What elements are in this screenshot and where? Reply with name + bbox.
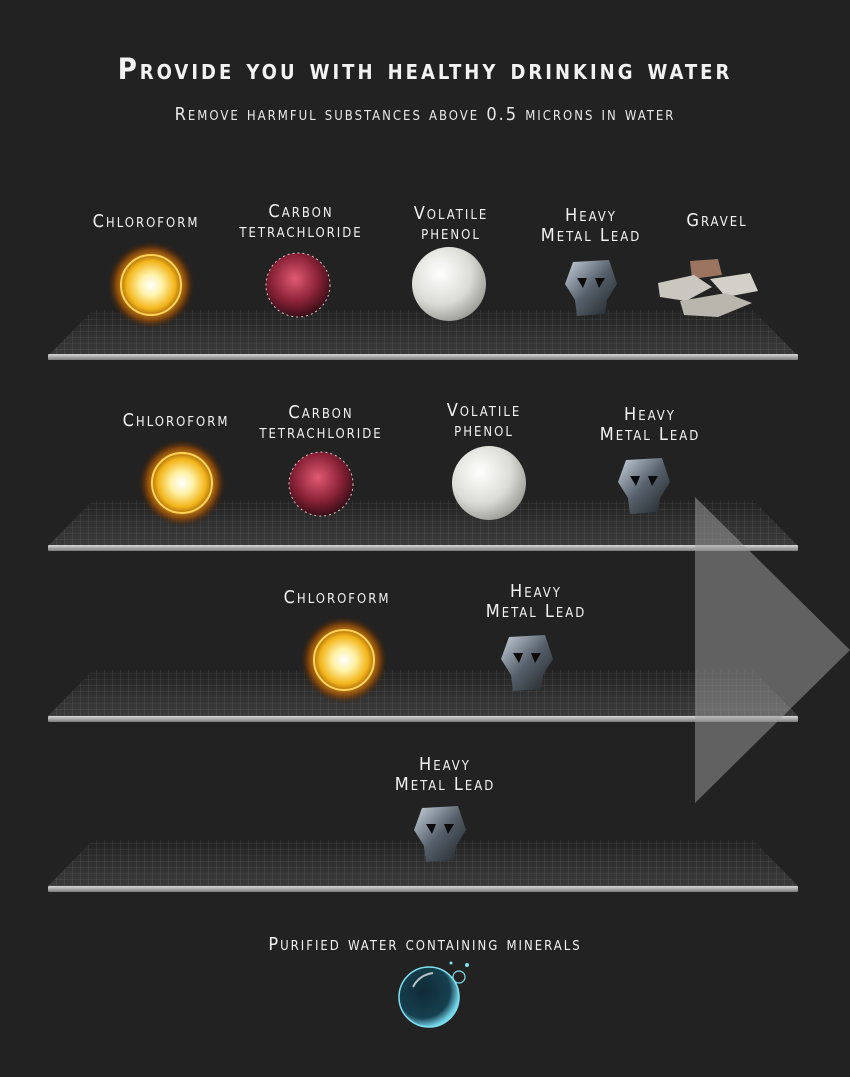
flow-arrow-icon [695, 497, 850, 803]
label-heavy-metal-lead: Heavy Metal Lead [599, 404, 701, 445]
water-bubble-icon [398, 961, 469, 1028]
label-volatile-phenol: Volatile phenol [413, 203, 489, 244]
chloroform-glow-icon [300, 616, 388, 704]
heavy-metal-lead-icon [414, 806, 466, 862]
chloroform-glow-icon [138, 439, 226, 527]
heavy-metal-lead-icon [618, 458, 670, 514]
label-heavy-metal-lead: Heavy Metal Lead [540, 205, 642, 246]
page-subtitle: Remove harmful substances above 0.5 micr… [174, 104, 676, 125]
gravel-icon [658, 259, 758, 317]
label-heavy-metal-lead: Heavy Metal Lead [394, 754, 496, 795]
carbon-tetrachloride-icon [288, 451, 354, 517]
chloroform-glow-icon [107, 241, 195, 329]
label-heavy-metal-lead: Heavy Metal Lead [485, 581, 587, 622]
page-title: Provide you with healthy drinking water [117, 52, 733, 86]
filter-edge-4 [48, 886, 798, 892]
filter-layer-4 [48, 840, 798, 886]
filter-edge-2 [48, 545, 798, 551]
label-carbon-tetrachloride: Carbon tetrachloride [259, 402, 383, 443]
filter-edge-1 [48, 354, 798, 360]
filter-layer-3 [48, 670, 798, 716]
label-carbon-tetrachloride: Carbon tetrachloride [239, 201, 363, 242]
carbon-tetrachloride-icon [265, 252, 331, 318]
heavy-metal-lead-icon [565, 260, 617, 316]
volatile-phenol-icon [452, 446, 526, 520]
label-chloroform: Chloroform [122, 410, 230, 431]
label-volatile-phenol: Volatile phenol [446, 400, 522, 441]
heavy-metal-lead-icon [501, 635, 553, 691]
volatile-phenol-icon [412, 247, 486, 321]
label-chloroform: Chloroform [283, 587, 391, 608]
purified-water-label: Purified water containing minerals [268, 934, 582, 955]
label-gravel: Gravel [686, 210, 748, 231]
label-chloroform: Chloroform [92, 211, 200, 232]
filter-edge-3 [48, 716, 798, 722]
